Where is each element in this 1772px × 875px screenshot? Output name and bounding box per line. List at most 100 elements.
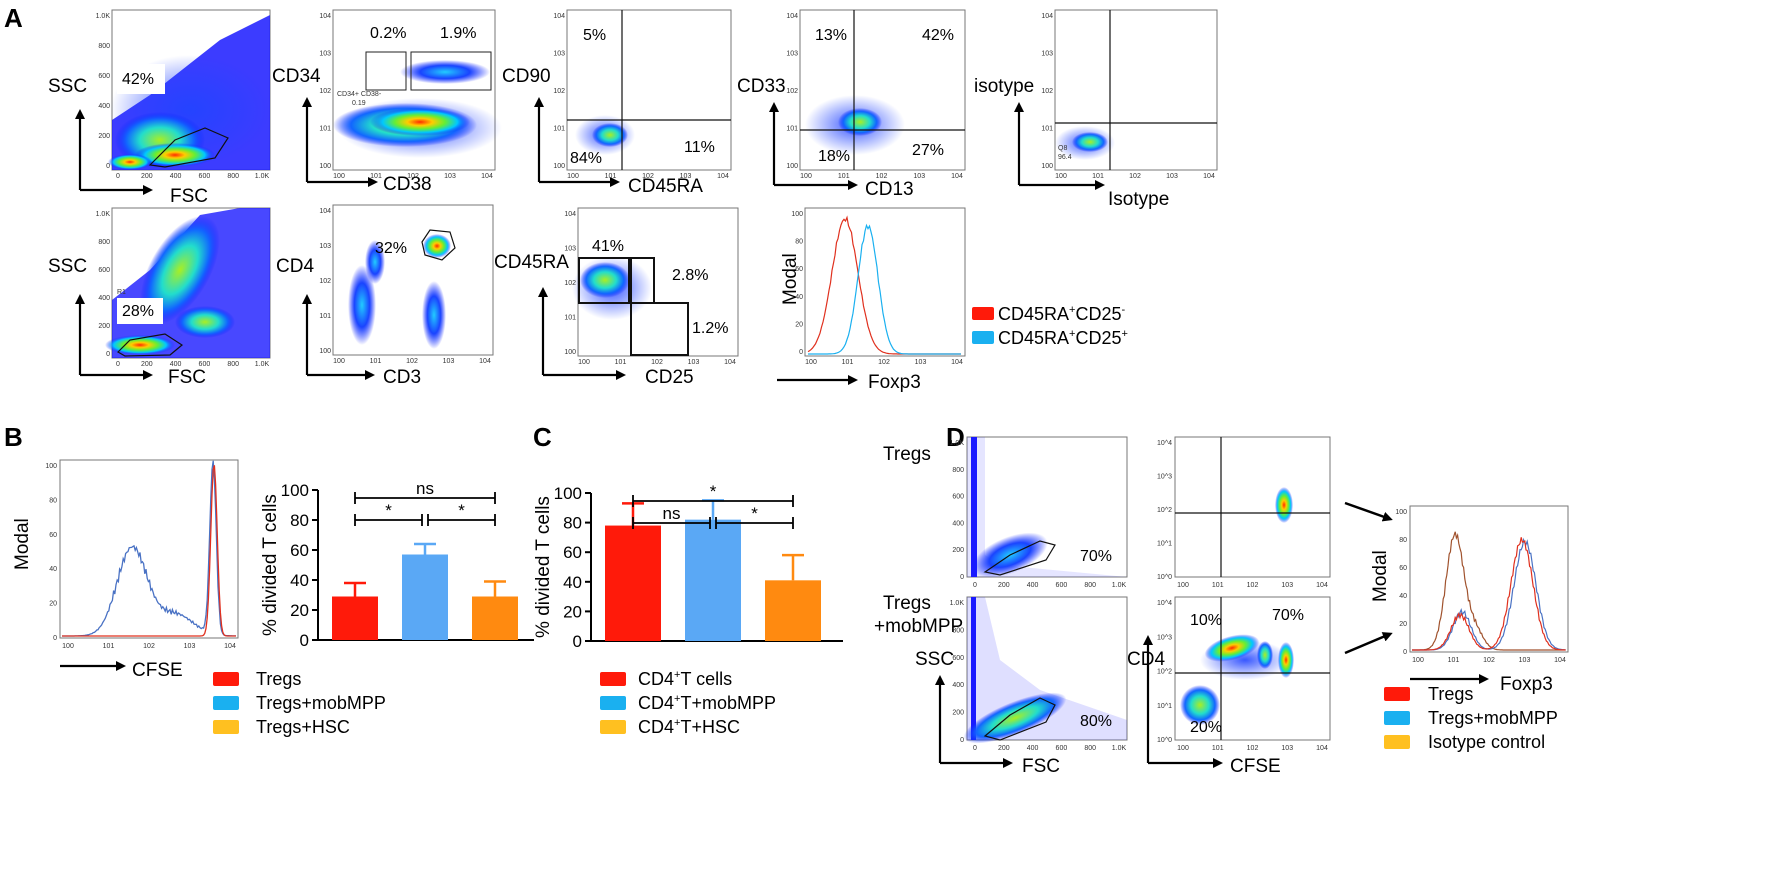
bar-y-axis-label: % divided T cells	[260, 494, 281, 636]
y-tick-label: 800	[952, 467, 964, 474]
x-tick-label: 103	[444, 173, 456, 180]
legend-d-label-2: Tregs+mobMPP	[1428, 708, 1558, 728]
y-tick-label: 100	[319, 163, 331, 170]
x-tick-label: 103	[1281, 582, 1293, 589]
y-tick-label: 100	[791, 211, 803, 218]
x-tick-label: 800	[1084, 745, 1096, 752]
b-hist-ylabel: Modal	[12, 518, 33, 570]
scatter-a6: R1 28%	[105, 207, 271, 359]
y-axis-label: CD90	[502, 66, 551, 87]
scatter-a3: 5% 84% 11%	[566, 9, 732, 171]
x-axis-label: CD13	[865, 179, 914, 200]
x-tick-label: 100	[805, 359, 817, 366]
axes-a9: Modal Foxp3 100 101 102 103 104 0 20 40 60 80 100	[777, 211, 963, 393]
y-tick-label: 102	[786, 88, 798, 95]
scatter-a1: 42%	[108, 9, 271, 171]
legend-b-label-1: Tregs	[256, 669, 301, 689]
legend-c-label-2: CD4+T+mobMPP	[638, 693, 776, 713]
legend-c-swatch-3	[600, 720, 626, 734]
x-tick-label: 102	[1247, 745, 1259, 752]
bar-chart-c: 0 20 40 60 80 100% divided T cells * ns *	[533, 482, 843, 651]
a8-pct-3: 1.2%	[692, 320, 728, 337]
hist-d-red-line	[1412, 537, 1566, 651]
a3-pct-1: 5%	[583, 27, 606, 44]
legend-a: CD45RA+CD25- CD45RA+CD25+	[972, 304, 1128, 348]
y-tick-label: 101	[1041, 126, 1053, 133]
y-tick-label: 200	[98, 323, 110, 330]
x-tick-label: 103	[1281, 745, 1293, 752]
x-tick-label: 800	[227, 361, 239, 368]
y-tick-label: 0	[960, 574, 964, 581]
d4-pct-1: 10%	[1190, 612, 1222, 629]
x-tick-label: 0	[973, 745, 977, 752]
x-tick-label: 100	[333, 173, 345, 180]
x-tick-label: 103	[913, 173, 925, 180]
y-tick-label: 0	[53, 635, 57, 642]
legend-d-swatch-2	[1384, 711, 1410, 725]
x-tick-label: 103	[1519, 657, 1531, 664]
a2-pct-1: 0.2%	[370, 25, 406, 42]
y-tick-label: 100	[786, 163, 798, 170]
a8-pct-1: 41%	[592, 238, 624, 255]
hist-b-blue-line	[62, 460, 236, 637]
y-tick-label: 40	[49, 566, 57, 573]
x-axis-label: Isotype	[1108, 189, 1169, 210]
y-tick-label: 103	[319, 51, 331, 58]
y-tick-label: 102	[553, 88, 565, 95]
axes-a5: isotype Isotype 100 101 102 103 104 100 101 102 10…	[974, 13, 1215, 210]
y-tick-label: 100	[1395, 509, 1407, 516]
y-tick-label: 0	[106, 163, 110, 170]
x-tick-label: 400	[170, 173, 182, 180]
histogram-a9	[804, 207, 966, 357]
y-tick-label: 20	[49, 601, 57, 608]
y-axis-label: CD34	[272, 66, 321, 87]
y-tick-label: 104	[564, 211, 576, 218]
y-tick-label: 101	[564, 315, 576, 322]
legend-c-swatch-1	[600, 672, 626, 686]
y-tick-label: 103	[564, 246, 576, 253]
y-tick-label: 104	[786, 13, 798, 20]
ticks-d4: 100 101 102 103 104 10^0 10^1 10^2 10^3 10^4	[1157, 600, 1328, 752]
x-tick-label: 0	[973, 582, 977, 589]
y-tick-label: 0	[960, 737, 964, 744]
x-tick-label: 0	[116, 173, 120, 180]
x-tick-label: 1.0K	[1112, 582, 1127, 589]
x-tick-label: 100	[1177, 745, 1189, 752]
x-tick-label: 800	[227, 173, 239, 180]
y-tick-label: 800	[98, 43, 110, 50]
y-tick-label: 80	[795, 239, 803, 246]
x-tick-label: 100	[1412, 657, 1424, 664]
bar-2	[685, 519, 741, 641]
sig-label-3: *	[458, 501, 465, 520]
x-tick-label: 104	[224, 643, 236, 650]
bar-2	[402, 554, 448, 640]
d-scatter2-ylabel: CD4	[1127, 649, 1165, 670]
x-tick-label: 102	[407, 173, 419, 180]
y-tick-label: 10^4	[1157, 600, 1172, 607]
x-tick-label: 103	[184, 643, 196, 650]
legend-c-label-1: CD4+T cells	[638, 669, 732, 689]
a6-pct: 28%	[122, 303, 154, 320]
y-tick-label: 10^1	[1157, 703, 1172, 710]
x-axis-label: CD45RA	[628, 176, 703, 197]
b-hist-xlabel: CFSE	[132, 660, 183, 681]
x-axis-label: Foxp3	[868, 372, 921, 393]
scatter-a5: Q8 96.4	[1054, 9, 1218, 171]
y-tick-label: 100	[553, 163, 565, 170]
sig-label-1: ns	[416, 479, 434, 498]
scatter-d2: 80% SSC FSC	[915, 596, 1128, 777]
x-tick-label: 600	[1056, 745, 1068, 752]
y-tick-label: 200	[98, 133, 110, 140]
legend-c: CD4+T cells CD4+T+mobMPP CD4+T+HSC	[600, 669, 776, 737]
a4-pct-1: 13%	[815, 27, 847, 44]
x-tick-label: 104	[1203, 173, 1215, 180]
x-tick-label: 102	[1129, 173, 1141, 180]
x-tick-label: 104	[1554, 657, 1566, 664]
y-tick-label: 0	[106, 351, 110, 358]
legend-b-swatch-1	[213, 672, 239, 686]
ticks-d-hist: 100 101 102 103 104 0 20 40 60 80 100	[1395, 509, 1566, 664]
x-tick-label: 100	[333, 358, 345, 365]
y-tick-label: 20	[1399, 621, 1407, 628]
x-tick-label: 103	[443, 358, 455, 365]
legend-d-swatch-3	[1384, 735, 1410, 749]
